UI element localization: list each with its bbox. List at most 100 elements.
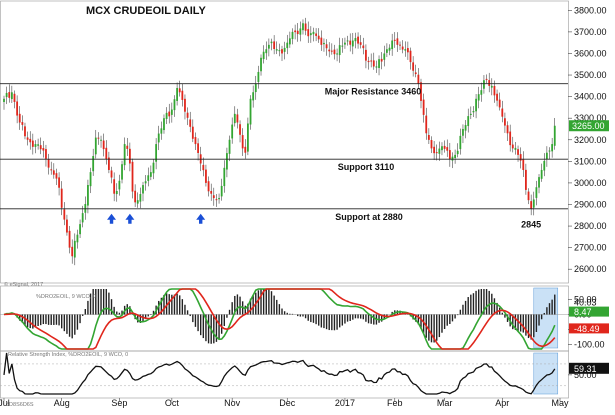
candle-body bbox=[168, 111, 171, 117]
candle-body bbox=[228, 139, 231, 154]
price-ytick-label: 3400.00 bbox=[574, 92, 607, 102]
last-price-label: 3265.00 bbox=[572, 121, 605, 131]
candle-body bbox=[202, 164, 205, 171]
candle-body bbox=[357, 36, 359, 44]
candle-body bbox=[538, 177, 540, 188]
candle-body bbox=[336, 53, 338, 55]
candle-body bbox=[79, 224, 81, 235]
candle-body bbox=[483, 80, 485, 89]
candle-body bbox=[328, 49, 331, 52]
candle-body bbox=[126, 145, 129, 149]
candle-body bbox=[435, 152, 438, 154]
candle-body bbox=[241, 135, 244, 149]
candle-body bbox=[514, 147, 517, 150]
rsi-ytick-label: 50.00 bbox=[574, 370, 597, 380]
candle-body bbox=[532, 199, 535, 208]
candle-body bbox=[438, 148, 441, 154]
candle-body bbox=[511, 144, 514, 149]
rsi-line bbox=[3, 352, 556, 395]
candle-body bbox=[433, 146, 436, 154]
candle-body bbox=[464, 125, 467, 131]
candle-body bbox=[414, 72, 417, 75]
candle-body bbox=[475, 98, 477, 112]
candle-body bbox=[267, 44, 270, 49]
candle-body bbox=[333, 49, 336, 55]
candle-body bbox=[42, 148, 45, 151]
candle-body bbox=[63, 209, 66, 220]
candle-body bbox=[454, 154, 456, 158]
candle-body bbox=[73, 240, 76, 258]
candle-body bbox=[540, 169, 543, 179]
candle-body bbox=[396, 38, 399, 45]
candle-body bbox=[359, 42, 362, 45]
candle-body bbox=[469, 113, 472, 115]
candle-body bbox=[504, 118, 506, 126]
candle-body bbox=[257, 71, 260, 82]
candle-body bbox=[108, 157, 110, 170]
candle-body bbox=[388, 47, 391, 51]
candle-body bbox=[152, 162, 155, 174]
candle-body bbox=[506, 125, 509, 134]
candle-body bbox=[191, 126, 194, 139]
candle-body bbox=[173, 99, 176, 111]
price-ytick-label: 3700.00 bbox=[574, 27, 607, 37]
candle-body bbox=[8, 92, 11, 98]
candle-body bbox=[39, 145, 42, 150]
candle-body bbox=[81, 213, 84, 223]
candle-body bbox=[383, 53, 386, 60]
candle-body bbox=[378, 59, 380, 68]
candle-body bbox=[21, 122, 24, 125]
candle-body bbox=[142, 185, 144, 194]
candle-body bbox=[451, 156, 454, 161]
candle-body bbox=[105, 147, 108, 160]
candle-body bbox=[134, 190, 137, 203]
candle-body bbox=[3, 98, 5, 103]
candle-body bbox=[446, 147, 449, 151]
candle-body bbox=[136, 200, 139, 204]
candle-body bbox=[144, 181, 147, 184]
corner-label: 3D8S6D6S bbox=[6, 402, 34, 408]
support-arrow bbox=[125, 213, 135, 224]
support-arrow bbox=[196, 213, 206, 224]
watermark: © eSignal, 2017 bbox=[4, 281, 43, 288]
macd-ytick-label: 50.00 bbox=[574, 295, 597, 305]
candle-body bbox=[488, 80, 491, 86]
candle-body bbox=[149, 172, 152, 177]
candle-body bbox=[189, 119, 192, 127]
candle-body bbox=[275, 49, 278, 51]
candle-body bbox=[218, 198, 220, 200]
support-arrow bbox=[107, 213, 117, 224]
macd-readout: -48.49 bbox=[574, 324, 600, 334]
axes-layer: 2600.00 2700.00 2800.00 2900.00 3000.00 3100.… bbox=[0, 5, 609, 408]
last-price-tag bbox=[569, 120, 609, 132]
price-ytick-label: 2700.00 bbox=[574, 243, 607, 253]
level-label: Major Resistance 3460 bbox=[325, 87, 422, 97]
candle-body bbox=[370, 60, 373, 62]
month-label: Apr bbox=[495, 398, 509, 408]
candle-body bbox=[223, 167, 226, 187]
candle-body bbox=[535, 187, 538, 198]
candle-body bbox=[215, 199, 218, 201]
low-annotation-label: 2845 bbox=[521, 219, 541, 229]
price-ytick-label: 2600.00 bbox=[574, 264, 607, 274]
candle-body bbox=[58, 177, 60, 188]
candle-body bbox=[399, 44, 401, 46]
price-ytick-label: 2900.00 bbox=[574, 199, 607, 209]
candle-body bbox=[344, 42, 346, 45]
candle-body bbox=[34, 144, 37, 147]
candle-body bbox=[493, 85, 496, 96]
price-ytick-label: 3800.00 bbox=[574, 5, 607, 15]
candle-body bbox=[325, 44, 328, 49]
candle-body bbox=[553, 125, 556, 146]
month-label: Oct bbox=[165, 398, 180, 408]
candle-body bbox=[351, 40, 354, 47]
candle-body bbox=[249, 98, 252, 125]
candle-body bbox=[283, 47, 286, 52]
candle-body bbox=[330, 50, 333, 52]
candle-body bbox=[197, 143, 199, 153]
macd-signal-line bbox=[3, 288, 556, 350]
candle-body bbox=[210, 190, 213, 194]
month-label: Aug bbox=[54, 398, 70, 408]
candle-body bbox=[375, 66, 378, 68]
